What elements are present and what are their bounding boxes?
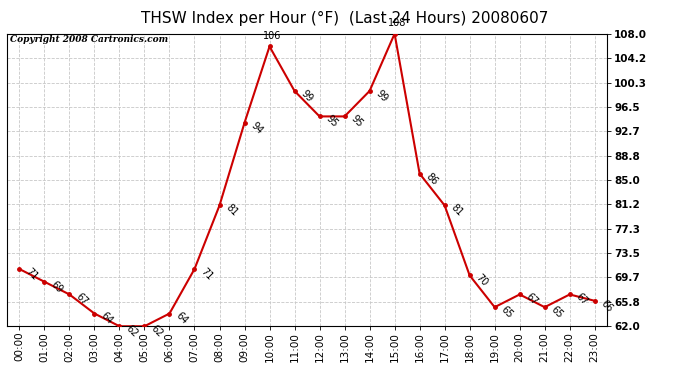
Text: 65: 65 <box>549 304 564 320</box>
Text: Copyright 2008 Cartronics.com: Copyright 2008 Cartronics.com <box>10 35 168 44</box>
Text: 67: 67 <box>574 292 590 308</box>
Text: 95: 95 <box>348 114 364 129</box>
Text: 62: 62 <box>124 324 139 339</box>
Text: 94: 94 <box>248 120 264 136</box>
Text: 86: 86 <box>424 171 440 187</box>
Text: 69: 69 <box>48 279 64 295</box>
Text: 70: 70 <box>474 273 490 288</box>
Text: 106: 106 <box>263 31 282 41</box>
Text: 66: 66 <box>599 298 615 314</box>
Text: 67: 67 <box>524 292 540 308</box>
Text: 108: 108 <box>388 18 406 28</box>
Text: 67: 67 <box>74 292 90 308</box>
Text: 71: 71 <box>23 266 39 282</box>
Text: 64: 64 <box>174 311 189 327</box>
Text: 65: 65 <box>499 304 515 320</box>
Text: 81: 81 <box>448 202 464 218</box>
Text: 99: 99 <box>374 88 389 104</box>
Text: THSW Index per Hour (°F)  (Last 24 Hours) 20080607: THSW Index per Hour (°F) (Last 24 Hours)… <box>141 11 549 26</box>
Text: 95: 95 <box>324 114 339 129</box>
Text: 64: 64 <box>99 311 115 327</box>
Text: 81: 81 <box>224 202 239 218</box>
Text: 71: 71 <box>199 266 215 282</box>
Text: 62: 62 <box>148 324 164 339</box>
Text: 99: 99 <box>299 88 315 104</box>
